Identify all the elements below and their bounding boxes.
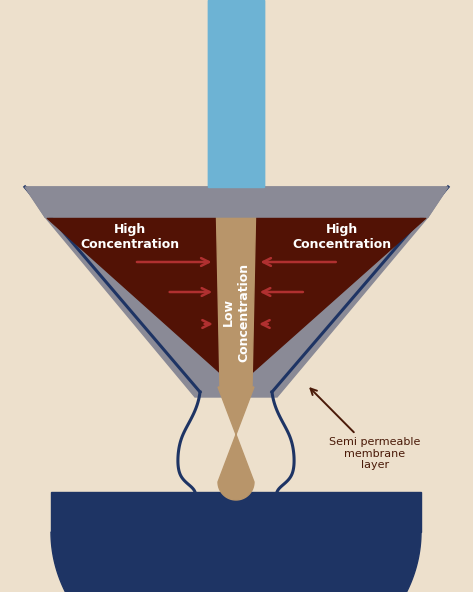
Polygon shape — [25, 187, 448, 217]
Text: High
Concentration: High Concentration — [292, 223, 392, 251]
Text: High
Concentration: High Concentration — [80, 223, 180, 251]
Bar — [51, 492, 421, 532]
Polygon shape — [212, 0, 260, 387]
Polygon shape — [25, 187, 448, 217]
Polygon shape — [47, 218, 426, 387]
Bar — [208, 0, 264, 187]
Polygon shape — [51, 532, 421, 592]
Polygon shape — [218, 387, 254, 500]
Text: Semi permeable
membrane
layer: Semi permeable membrane layer — [310, 388, 420, 470]
Text: Low
Concentration: Low Concentration — [222, 262, 250, 362]
Polygon shape — [45, 217, 428, 397]
Bar — [208, 0, 264, 187]
